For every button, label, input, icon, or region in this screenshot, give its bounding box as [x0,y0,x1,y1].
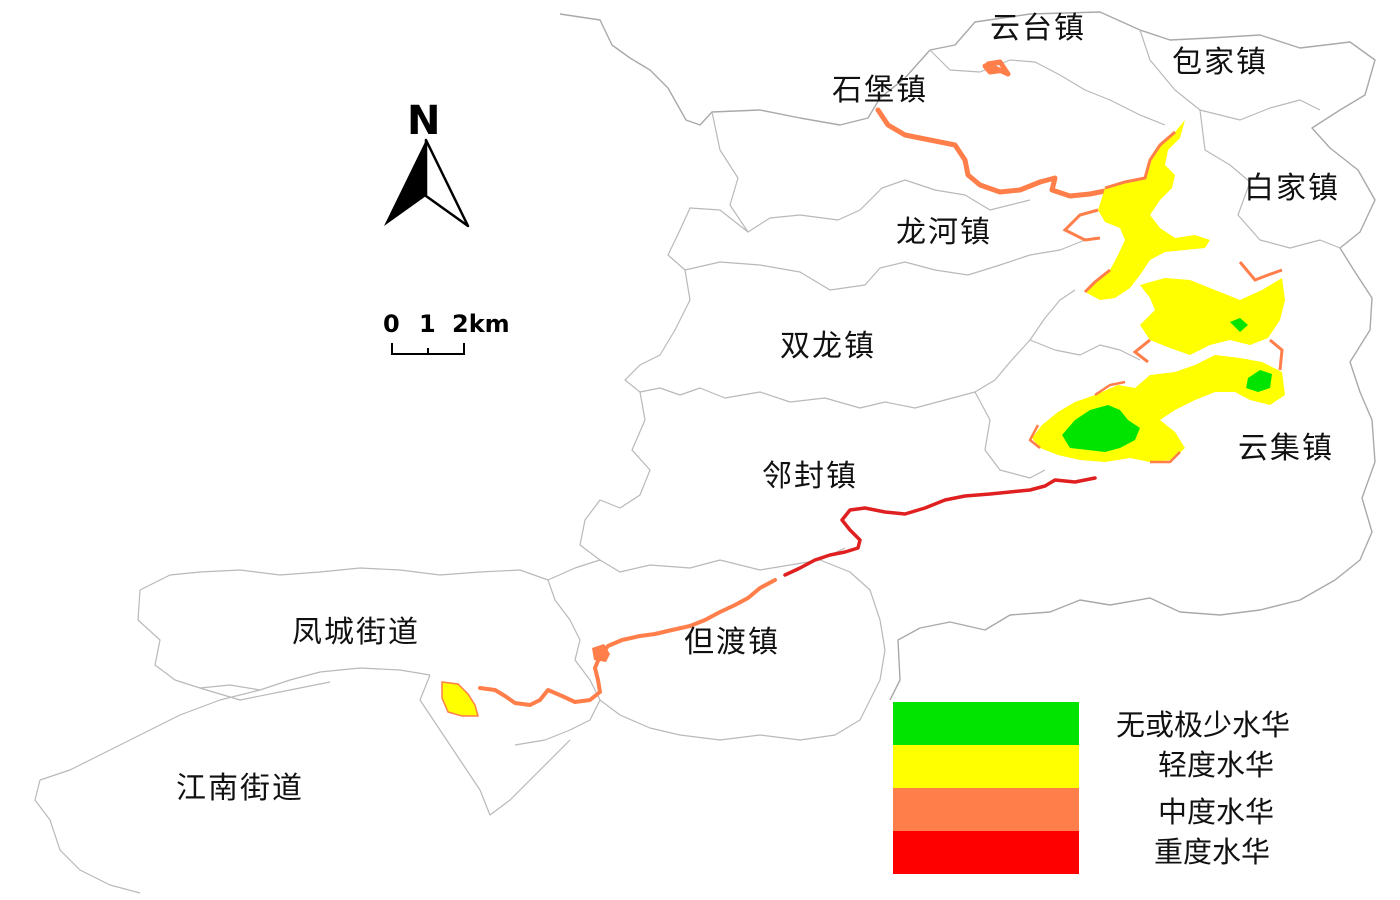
boundary-fengcheng-west [137,589,431,691]
town-label-yuntai: 云台镇 [990,11,1086,46]
town-label-yunji: 云集镇 [1238,431,1334,466]
river-lower-moderate [478,578,777,707]
boundary-shuanglong [624,269,1076,409]
legend-label-severe: 重度水华 [1154,835,1270,869]
river-lower-severe [783,476,1097,577]
river-blob-moderate [592,644,610,662]
reservoir-middle-edge [1132,261,1284,371]
boundary-yuntai [929,49,1166,126]
river-upper-moderate [875,59,1113,199]
legend-swatch-none [893,702,1079,745]
scale-bar-line [391,343,465,355]
legend-swatch-severe [893,831,1079,874]
legend-label-light: 轻度水华 [1158,748,1274,782]
scale-tick-0: 0 [383,310,400,338]
reservoir-green-3 [1230,318,1248,332]
reservoir-water [441,59,1285,717]
legend-label-moderate: 中度水华 [1158,795,1274,829]
north-letter: N [407,98,440,144]
town-label-dandu: 但渡镇 [684,625,780,660]
reservoir-arm-edge [1062,130,1176,294]
town-label-shuanglong: 双龙镇 [780,329,876,364]
reservoir-green-2 [1246,370,1272,392]
county-boundary [559,11,1376,701]
north-arrow-right-half [424,138,470,228]
reservoir-green-1 [1062,405,1140,452]
reservoir-arm-light [1085,120,1210,300]
town-boundaries [34,11,1376,894]
reservoir-lower-edge [1028,380,1181,464]
scale-tick-2: 2km [452,310,510,338]
boundary-baojia [1139,29,1321,121]
north-arrow-left-half [384,140,426,226]
town-label-longhe: 龙河镇 [896,215,992,250]
boundary-shibao [711,111,1031,233]
town-labels: 云台镇 包家镇 石堡镇 白家镇 龙河镇 双龙镇 云集镇 邻封镇 凤城街道 但渡镇… [176,11,1340,806]
boundary-dandu [547,559,886,741]
boundary-linfeng [579,391,846,573]
boundary-jiangnan [34,674,571,894]
town-label-fengcheng: 凤城街道 [292,615,420,650]
boundary-shuanglong-east [1029,339,1141,361]
town-label-baojia: 包家镇 [1172,45,1268,80]
boundary-linfeng-east [974,391,1046,479]
scale-bar: 0 1 2km [383,310,510,355]
boundary-jiangnan-inner [199,681,331,701]
legend-label-none: 无或极少水华 [1116,708,1290,742]
boundary-longhe [667,207,1086,291]
town-label-jiangnan: 江南街道 [176,771,304,806]
town-label-linfeng: 邻封镇 [762,459,858,494]
boundary-baijia [1199,109,1341,249]
town-label-shibao: 石堡镇 [832,73,928,108]
legend-swatch-moderate [893,788,1079,831]
legend: 无或极少水华 轻度水华 中度水华 重度水华 [893,702,1290,874]
legend-swatch-light [893,745,1079,788]
scale-tick-1: 1 [419,310,436,338]
boundary-fengcheng [139,567,601,746]
reservoir-sw-light [441,681,479,717]
reservoir-middle-light [1140,278,1285,355]
north-arrow: N [384,98,470,228]
town-label-baijia: 白家镇 [1244,171,1340,206]
